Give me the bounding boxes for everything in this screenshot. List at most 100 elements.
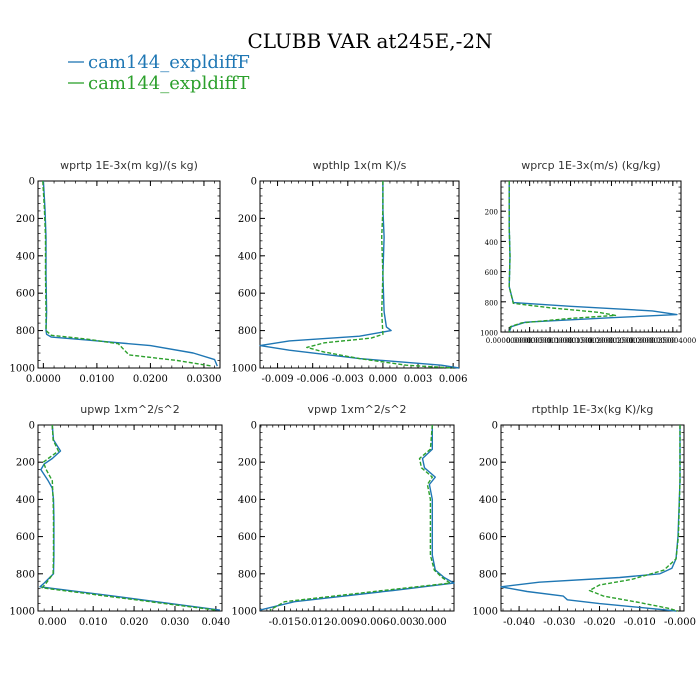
y-tick-label-4-2: 400: [238, 495, 257, 506]
y-tick-label-0-5: 1000: [10, 364, 35, 375]
x-tick-label-5-0: -0.040: [503, 617, 535, 628]
y-tick-label-4-4: 800: [238, 569, 257, 580]
x-tick-label-1-2: -0.003: [332, 374, 364, 385]
panel-title-2: wprcp 1E-3x(m/s) (kg/kg): [521, 159, 660, 172]
x-tick-label-2-5: 0.000002500: [588, 337, 635, 345]
plot-frame-0: [37, 180, 221, 369]
panel-title-0: wprtp 1E-3x(m kg)/(s kg): [60, 159, 198, 172]
y-tick-label-5-4: 800: [479, 569, 498, 580]
x-tick-label-2-7: 0.000003500: [629, 337, 676, 345]
x-tick-label-0-1: 0.0100: [79, 374, 114, 385]
x-tick-label-2-2: 0.000001000: [527, 337, 574, 345]
panel-5: rtpthlp 1E-3x(kg K)/kg -0.040 -0.030 -0.020…: [473, 403, 696, 628]
series-line-0-0: [42, 180, 218, 367]
x-tick-label-2-1: 0.000000500: [506, 337, 553, 345]
x-tick-label-2-4: 0.000002000: [568, 337, 615, 345]
series-line-4-1: [269, 424, 451, 611]
y-tick-label-5-3: 600: [479, 532, 498, 543]
x-tick-label-4-4: -0.003: [387, 617, 419, 628]
y-tick-label-4-1: 200: [238, 458, 257, 469]
x-tick-label-1-3: 0.000: [369, 374, 398, 385]
panel-title-4: vpwp 1xm^2/s^2: [307, 403, 406, 416]
x-tick-label-2-6: 0.000003000: [609, 337, 656, 345]
x-tick-label-3-0: 0.000: [38, 617, 67, 628]
series-line-4-0: [259, 425, 455, 611]
legend: cam144_expldiffF cam144_expldiffT: [68, 52, 250, 94]
panel-title-5: rtpthlp 1E-3x(kg K)/kg: [532, 403, 654, 416]
panel-title-1: wpthlp 1x(m K)/s: [313, 159, 407, 172]
panel-3: upwp 1xm^2/s^2 0.000 0.010 0.020 0.030 0.040 0…: [10, 403, 231, 628]
y-tick-label-0-1: 200: [16, 214, 35, 225]
x-tick-label-4-3: -0.006: [357, 617, 389, 628]
x-tick-label-4-1: -0.012: [298, 617, 330, 628]
y-tick-label-0-3: 600: [16, 289, 35, 300]
series-line-2-1: [508, 181, 617, 333]
x-tick-label-5-1: -0.030: [543, 617, 575, 628]
x-tick-label-3-2: 0.020: [120, 617, 149, 628]
plot-frame-1: [259, 180, 460, 369]
x-tick-label-5-2: -0.020: [584, 617, 616, 628]
y-tick-label-3-5: 1000: [10, 607, 35, 618]
legend-label-0: cam144_expldiffF: [88, 52, 250, 73]
y-tick-label-1-1: 200: [238, 214, 257, 225]
x-tick-label-3-1: 0.010: [79, 617, 108, 628]
y-tick-label-3-2: 400: [16, 495, 35, 506]
x-tick-label-5-4: -0.000: [664, 617, 696, 628]
y-tick-label-2-1: 400: [485, 239, 498, 247]
y-tick-label-2-0: 200: [485, 209, 498, 217]
panel-0: wprtp 1E-3x(m kg)/(s kg) 0.0000 0.0100 0.02…: [10, 159, 222, 385]
y-tick-label-1-2: 400: [238, 251, 257, 262]
y-tick-label-5-5: 1000: [473, 607, 498, 618]
series-line-3-0: [39, 424, 221, 611]
x-tick-label-5-3: -0.010: [624, 617, 656, 628]
x-tick-label-0-2: 0.0200: [133, 374, 168, 385]
series-line-0-1: [42, 180, 213, 367]
x-tick-label-1-1: -0.006: [297, 374, 329, 385]
legend-label-1: cam144_expldiffT: [88, 73, 249, 94]
figure-title: CLUBB VAR at245E,-2N: [247, 29, 492, 53]
y-tick-label-1-5: 1000: [232, 364, 257, 375]
plot-frame-3: [37, 424, 223, 612]
x-tick-label-0-0: 0.0000: [26, 374, 61, 385]
y-tick-label-2-2: 600: [485, 269, 498, 277]
y-tick-label-3-1: 200: [16, 458, 35, 469]
y-tick-label-2-4: 1000: [480, 330, 498, 338]
x-tick-label-4-2: -0.009: [328, 617, 360, 628]
panel-title-3: upwp 1xm^2/s^2: [80, 403, 180, 416]
y-tick-label-3-3: 600: [16, 532, 35, 543]
y-tick-label-4-3: 600: [238, 532, 257, 543]
y-tick-label-1-3: 600: [238, 289, 257, 300]
panels: wprtp 1E-3x(m kg)/(s kg)0.0000 0.0100 0.02…: [10, 159, 697, 628]
y-tick-label-5-1: 200: [479, 458, 498, 469]
series-line-5-1: [588, 425, 681, 612]
y-tick-label-5-2: 400: [479, 495, 498, 506]
y-tick-label-1-0: 0: [251, 177, 257, 188]
panel-1: wpthlp 1x(m K)/s -0.009 -0.006 -0.003 0.000 0…: [232, 159, 468, 385]
panel-2: wprcp 1E-3x(m/s) (kg/kg)0.0000000000.000…: [480, 159, 696, 345]
y-tick-label-3-0: 0: [29, 421, 35, 432]
series-line-3-1: [41, 424, 216, 611]
x-tick-label-0-3: 0.0300: [186, 374, 221, 385]
y-tick-label-1-4: 800: [238, 326, 257, 337]
plot-frame-2: [500, 180, 682, 333]
y-tick-label-2-3: 800: [485, 299, 498, 307]
x-tick-label-3-3: 0.030: [161, 617, 190, 628]
series-line-5-0: [500, 425, 681, 612]
series-line-2-0: [508, 181, 678, 333]
plot-frame-5: [500, 424, 685, 612]
y-tick-label-3-4: 800: [16, 569, 35, 580]
x-tick-label-2-8: 0.000004000: [649, 337, 696, 345]
y-tick-label-5-0: 0: [492, 421, 498, 432]
y-tick-label-0-4: 800: [16, 326, 35, 337]
y-tick-label-0-2: 400: [16, 251, 35, 262]
x-tick-label-1-4: 0.003: [404, 374, 433, 385]
x-tick-label-2-0: 0.000000000: [486, 337, 533, 345]
plot-frame-4: [259, 424, 455, 612]
x-tick-label-2-3: 0.000001500: [547, 337, 594, 345]
series-line-1-0: [259, 181, 460, 369]
x-tick-label-1-5: 0.006: [439, 374, 468, 385]
y-tick-label-4-0: 0: [251, 421, 257, 432]
series-line-1-1: [306, 181, 454, 369]
y-tick-label-0-0: 0: [29, 177, 35, 188]
